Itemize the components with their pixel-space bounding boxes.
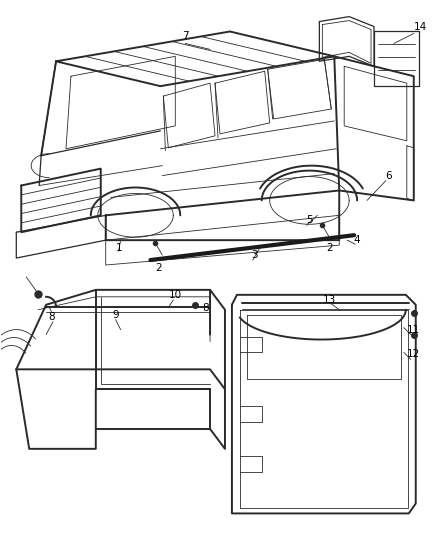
Text: 8: 8 [202, 303, 208, 313]
Text: 6: 6 [385, 171, 392, 181]
Text: 11: 11 [407, 325, 420, 335]
Text: 4: 4 [354, 235, 360, 245]
Text: 14: 14 [414, 21, 427, 31]
Text: 2: 2 [326, 243, 332, 253]
Text: 7: 7 [182, 31, 188, 42]
Text: 5: 5 [306, 215, 313, 225]
Text: 3: 3 [251, 250, 258, 260]
Text: 9: 9 [113, 310, 119, 320]
Text: 13: 13 [323, 295, 336, 305]
Text: 10: 10 [169, 290, 182, 300]
Text: 2: 2 [155, 263, 162, 273]
Text: 12: 12 [407, 350, 420, 359]
Text: 8: 8 [48, 312, 54, 322]
Text: 1: 1 [115, 243, 122, 253]
